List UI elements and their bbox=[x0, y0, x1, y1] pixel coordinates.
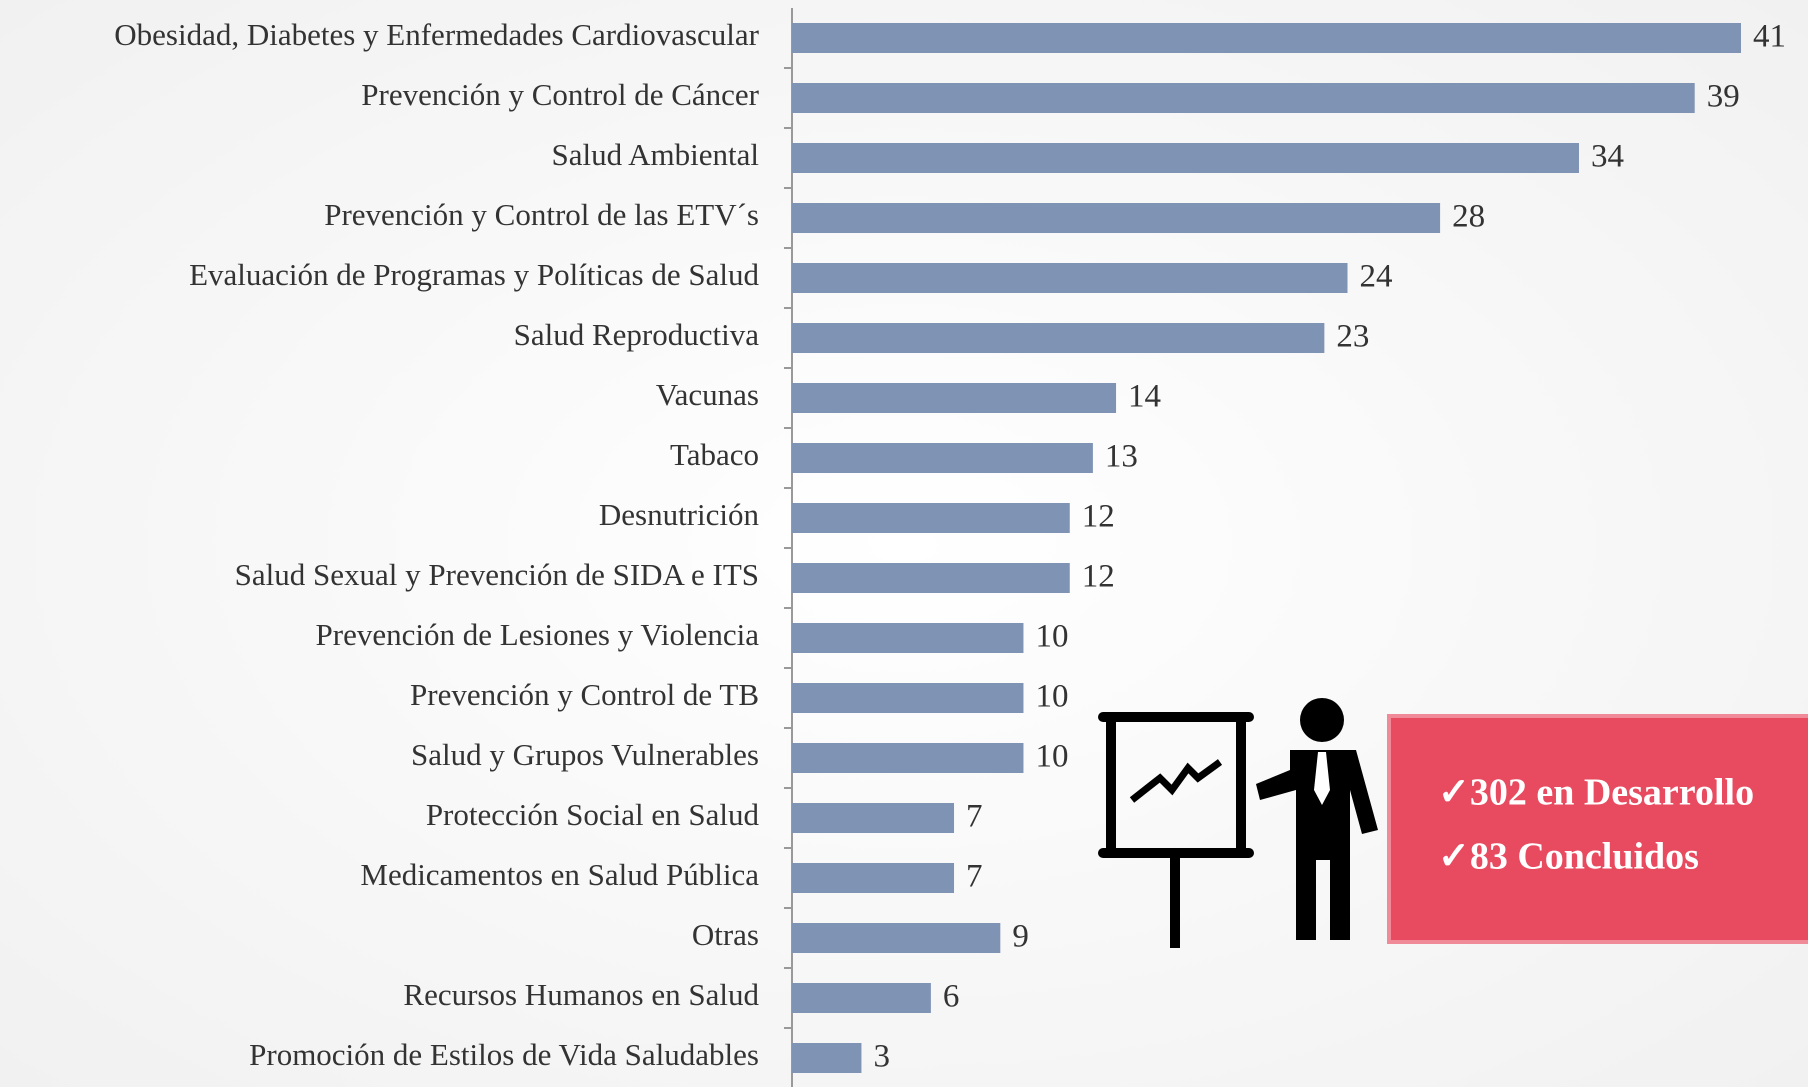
category-label: Promoción de Estilos de Vida Saludables bbox=[249, 1037, 759, 1072]
bar bbox=[792, 623, 1024, 653]
bar bbox=[792, 503, 1070, 533]
value-label: 10 bbox=[1035, 619, 1068, 655]
value-label: 41 bbox=[1753, 19, 1786, 55]
bar bbox=[792, 83, 1695, 113]
bar bbox=[792, 1043, 862, 1073]
category-label: Otras bbox=[692, 917, 759, 952]
category-label: Medicamentos en Salud Pública bbox=[360, 857, 759, 892]
value-label: 12 bbox=[1082, 559, 1115, 595]
category-label: Obesidad, Diabetes y Enfermedades Cardio… bbox=[114, 17, 759, 52]
category-label: Prevención y Control de Cáncer bbox=[361, 77, 759, 112]
value-label: 7 bbox=[966, 799, 983, 835]
bar bbox=[792, 23, 1741, 53]
summary-line: ✓83 Concluidos bbox=[1438, 836, 1699, 878]
value-label: 12 bbox=[1082, 499, 1115, 535]
value-label: 10 bbox=[1035, 739, 1068, 775]
value-label: 23 bbox=[1336, 319, 1369, 355]
bar bbox=[792, 203, 1441, 233]
value-label: 3 bbox=[873, 1039, 890, 1075]
presenter-icon bbox=[1098, 698, 1378, 948]
bar bbox=[792, 383, 1117, 413]
bar bbox=[792, 923, 1001, 953]
bar bbox=[792, 683, 1024, 713]
bar bbox=[792, 263, 1348, 293]
value-label: 14 bbox=[1128, 379, 1161, 415]
category-label: Desnutrición bbox=[599, 497, 760, 532]
bar bbox=[792, 323, 1325, 353]
category-label: Salud Sexual y Prevención de SIDA e ITS bbox=[235, 557, 759, 592]
bar bbox=[792, 563, 1070, 593]
bar bbox=[792, 143, 1579, 173]
category-label: Salud Reproductiva bbox=[514, 317, 760, 352]
category-label: Tabaco bbox=[670, 437, 759, 472]
category-label: Recursos Humanos en Salud bbox=[403, 977, 759, 1012]
summary-box bbox=[1387, 714, 1808, 944]
value-label: 10 bbox=[1035, 679, 1068, 715]
value-label: 34 bbox=[1591, 139, 1624, 175]
bar bbox=[792, 443, 1093, 473]
value-label: 6 bbox=[943, 979, 960, 1015]
category-label: Salud Ambiental bbox=[551, 137, 759, 172]
bar bbox=[792, 863, 955, 893]
category-label: Vacunas bbox=[656, 377, 759, 412]
category-label: Salud y Grupos Vulnerables bbox=[411, 737, 759, 772]
category-label: Evaluación de Programas y Políticas de S… bbox=[189, 257, 759, 292]
category-label: Prevención y Control de las ETV´s bbox=[324, 197, 759, 232]
value-label: 13 bbox=[1105, 439, 1138, 475]
value-label: 28 bbox=[1452, 199, 1485, 235]
bar bbox=[792, 983, 931, 1013]
category-label: Prevención de Lesiones y Violencia bbox=[316, 617, 760, 652]
category-label: Protección Social en Salud bbox=[426, 797, 760, 832]
category-label: Prevención y Control de TB bbox=[410, 677, 759, 712]
value-label: 9 bbox=[1012, 919, 1029, 955]
value-label: 39 bbox=[1707, 79, 1740, 115]
summary-line: ✓302 en Desarrollo bbox=[1438, 772, 1754, 814]
bar bbox=[792, 803, 955, 833]
bar bbox=[792, 743, 1024, 773]
value-label: 24 bbox=[1360, 259, 1393, 295]
value-label: 7 bbox=[966, 859, 983, 895]
